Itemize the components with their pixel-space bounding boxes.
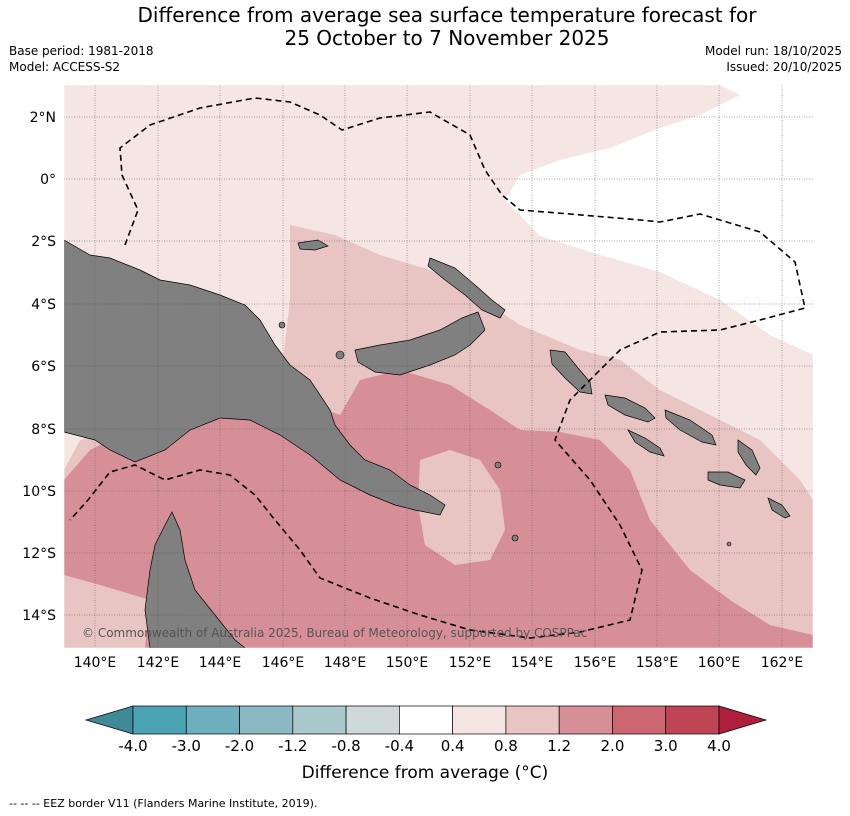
- issued-date: Issued: 20/10/2025: [726, 60, 842, 74]
- small-island: [278, 321, 286, 329]
- colorbar-tick-label: 2.0: [600, 737, 625, 755]
- small-island: [726, 541, 732, 547]
- new-ireland-island: [427, 257, 506, 319]
- lon-label: 154°E: [511, 655, 554, 671]
- colorbar-bin: [132, 705, 187, 735]
- solomon-island-6: [767, 497, 791, 519]
- solomon-island-2: [664, 409, 717, 446]
- colorbar-bin: [665, 705, 720, 735]
- bougainville-island: [549, 349, 593, 395]
- lon-label: 144°E: [199, 655, 242, 671]
- lat-label: 8°S: [31, 422, 56, 438]
- lon-label: 148°E: [324, 655, 367, 671]
- colorbar-bin: [505, 705, 560, 735]
- colorbar-tick-label: -0.8: [331, 737, 361, 755]
- copyright-text: © Commonwealth of Australia 2025, Bureau…: [82, 626, 587, 640]
- eez-legend-footer: -- -- -- EEZ border V11 (Flanders Marine…: [9, 797, 318, 810]
- base-period: Base period: 1981-2018: [9, 44, 154, 58]
- colorbar-tick-label: -2.0: [224, 737, 255, 755]
- manus-island: [297, 239, 329, 251]
- colorbar: [84, 705, 768, 735]
- lat-label: 14°S: [22, 608, 56, 624]
- colorbar-bin: [558, 705, 613, 735]
- colorbar-tick-label: -1.2: [278, 737, 308, 755]
- colorbar-tick-label: 0.4: [440, 737, 465, 755]
- anomaly-zone-white: [505, 85, 813, 355]
- colorbar-tick-label: -4.0: [118, 737, 148, 755]
- lat-label: 12°S: [22, 546, 56, 562]
- title-line-1: Difference from average sea surface temp…: [137, 3, 757, 27]
- cape-york-landmass: [144, 511, 246, 648]
- title-line-2: 25 October to 7 November 2025: [284, 26, 610, 50]
- colorbar-tick-label: -0.4: [384, 737, 414, 755]
- colorbar-arrow-high: [718, 705, 768, 735]
- colorbar-tick-label: 1.2: [547, 737, 572, 755]
- lon-label: 142°E: [137, 655, 180, 671]
- colorbar-bin: [345, 705, 400, 735]
- lon-label: 162°E: [761, 655, 804, 671]
- lat-label: 10°S: [22, 484, 56, 500]
- colorbar-tick-label: 4.0: [707, 737, 731, 755]
- colorbar-bin: [292, 705, 347, 735]
- colorbar-tick-label: 3.0: [653, 737, 678, 755]
- colorbar-tick-label: 0.8: [493, 737, 518, 755]
- map-frame: [63, 84, 814, 649]
- colorbar-bin: [239, 705, 294, 735]
- lon-label: 160°E: [698, 655, 741, 671]
- map-title: Difference from average sea surface temp…: [0, 4, 850, 50]
- lon-label: 156°E: [574, 655, 617, 671]
- solomon-island-1: [604, 394, 656, 423]
- colorbar-bin: [612, 705, 667, 735]
- lon-label: 146°E: [262, 655, 305, 671]
- colorbar-tick-label: -3.0: [171, 737, 201, 755]
- small-island: [494, 461, 502, 469]
- model-run: Model run: 18/10/2025: [704, 44, 842, 58]
- colorbar-bin: [399, 705, 453, 735]
- anomaly-zone-southwest: [64, 575, 150, 648]
- small-island: [511, 534, 519, 542]
- lat-label: 6°S: [31, 359, 56, 375]
- lat-label: 4°S: [31, 297, 56, 313]
- lon-label: 152°E: [449, 655, 492, 671]
- map-area: © Commonwealth of Australia 2025, Bureau…: [64, 85, 813, 648]
- longitude-labels: 140°E 142°E 144°E 146°E 148°E 150°E 152°…: [74, 655, 804, 671]
- colorbar-bin: [452, 705, 507, 735]
- latitude-labels: 2°N 0° 2°S 4°S 6°S 8°S 10°S 12°S 14°S: [22, 110, 56, 624]
- colorbar-arrow-low: [84, 705, 134, 735]
- anomaly-zone-patch: [418, 450, 505, 565]
- colorbar-bin: [185, 705, 240, 735]
- lat-label: 2°S: [31, 234, 56, 250]
- meta-right: Model run: 18/10/2025 Issued: 20/10/2025: [705, 43, 842, 75]
- new-britain-island: [354, 311, 486, 376]
- small-island: [335, 350, 345, 360]
- solomon-island-3: [627, 429, 665, 457]
- lon-label: 158°E: [636, 655, 679, 671]
- meta-left: Base period: 1981-2018 Model: ACCESS-S2: [9, 43, 154, 75]
- eez-border: [69, 97, 806, 639]
- lon-label: 140°E: [74, 655, 117, 671]
- colorbar-title: Difference from average (°C): [301, 763, 549, 783]
- lat-label: 2°N: [30, 110, 56, 126]
- model-name: Model: ACCESS-S2: [9, 60, 121, 74]
- solomon-island-5: [707, 471, 746, 489]
- lon-label: 150°E: [386, 655, 429, 671]
- solomon-island-4: [737, 439, 761, 476]
- lat-label: 0°: [40, 172, 56, 188]
